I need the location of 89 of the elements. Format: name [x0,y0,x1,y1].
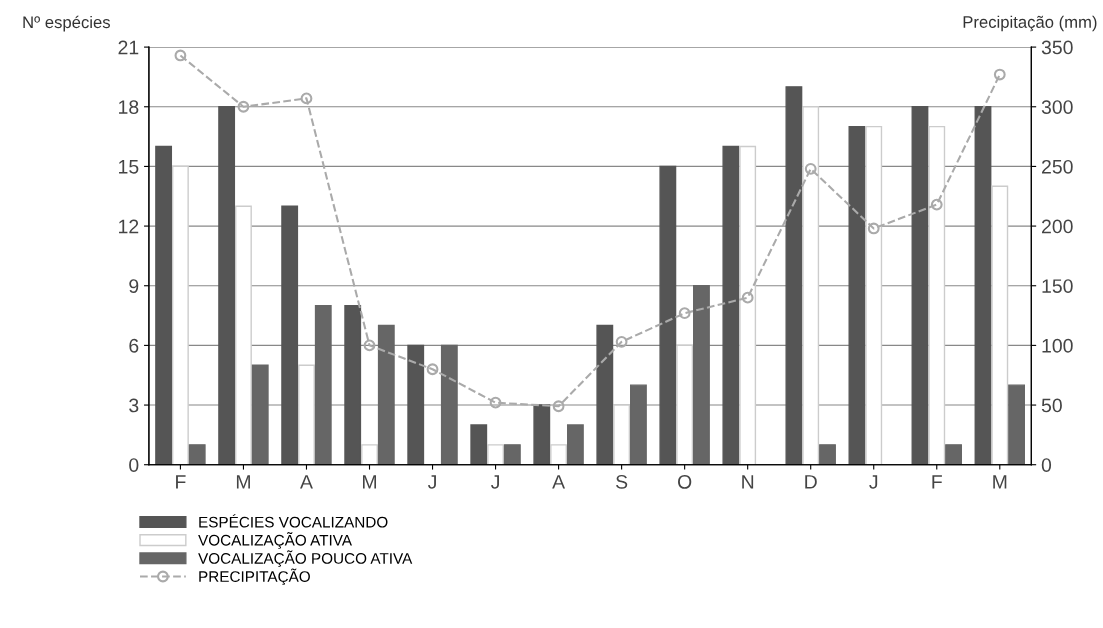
y2-tick-label: 100 [1042,338,1073,353]
bar [235,205,252,465]
y-tick-label: 6 [129,338,139,353]
bar [440,344,458,465]
bar [407,344,425,465]
legend-label: ESPÉCIES VOCALIZANDO [199,514,388,528]
bar [974,106,992,465]
y-tick-label: 0 [129,458,139,472]
bar [314,304,332,465]
x-tick-label: J [869,475,878,489]
y-tick-label: 15 [119,160,139,174]
x-tick-label: D [805,475,817,489]
bar [533,404,551,465]
point [678,307,691,320]
point [741,291,754,304]
point [867,222,880,235]
bar [155,145,173,465]
x-tick-label: M [363,475,377,489]
y-tick-label: 21 [118,40,139,55]
y-tick-label: 18 [119,100,139,114]
bar [848,125,866,465]
y2-tick-label: 150 [1042,279,1073,293]
bar [722,145,740,465]
x-tick-label: O [678,474,692,489]
x-tick-label: F [932,475,942,489]
bar [361,444,378,465]
bar [676,344,694,465]
point [930,198,943,211]
bar [298,364,315,465]
y2-tick-label: 300 [1041,100,1073,114]
point [363,339,376,352]
x-tick-label: M [236,475,250,489]
point [174,49,187,62]
bar [991,185,1009,465]
x-tick-label: S [616,474,628,489]
y-axis-title: Nº espécies [23,15,110,32]
point [300,92,313,105]
bar [630,384,647,465]
x-tick-label: F [176,475,186,489]
point [993,68,1006,81]
point [237,100,250,113]
point [426,363,439,376]
bar [251,364,269,465]
bar [281,205,299,465]
bar [819,444,836,465]
legend-label: VOCALIZAÇÃO POUCO ATIVA [198,550,413,567]
bar [802,106,820,465]
bar [566,424,584,465]
bar [928,125,946,465]
y-tick-label: 3 [129,398,139,413]
x-tick-label: J [491,475,499,489]
y2-tick-label: 200 [1042,219,1073,234]
point [552,400,565,413]
bar [218,106,236,465]
bar [785,86,803,465]
bar [659,165,677,465]
bar [171,165,189,465]
x-tick-label: N [742,475,754,489]
bar [739,145,757,465]
legend-label: VOCALIZAÇÃO ATIVA [198,532,352,549]
bar [503,444,521,465]
bar [188,444,206,465]
bar [613,404,631,465]
bar [596,324,614,465]
x-tick-label: M [993,475,1007,489]
bar [945,444,962,465]
bar [470,424,488,465]
x-tick-label: A [300,475,313,489]
bar [865,125,883,465]
y2-tick-label: 0 [1041,458,1052,472]
y-tick-label: 9 [129,279,139,293]
point [615,335,628,348]
y2-tick-label: 250 [1042,159,1073,174]
y2-tick-label: 350 [1041,40,1073,55]
bar [344,304,362,465]
x-tick-label: J [427,475,436,489]
bar [550,444,568,465]
legend-label: PRECIPITAÇÃO [199,568,310,586]
bar [487,444,504,465]
y-tick-label: 12 [119,219,139,234]
bar [1008,384,1026,465]
bar [377,324,395,465]
y2-tick-label: 50 [1041,398,1062,413]
bar [693,285,710,465]
point [489,396,502,409]
y2-axis-title: Precipitação (mm) [963,15,1097,32]
x-tick-label: A [552,475,566,489]
point [804,162,817,175]
bar [911,106,929,465]
